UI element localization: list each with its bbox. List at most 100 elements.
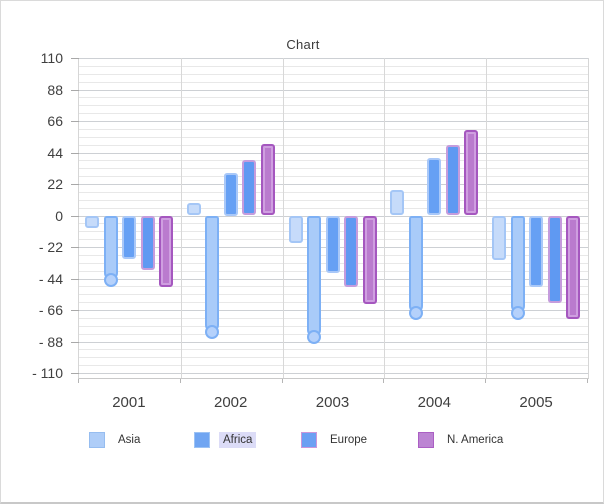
legend-swatch	[89, 432, 105, 448]
major-gridline	[79, 58, 588, 59]
minor-gridline	[79, 160, 588, 162]
minor-gridline	[79, 325, 588, 327]
category-gridline	[180, 58, 182, 378]
y-axis-label: 0	[55, 207, 63, 224]
legend-item-asia[interactable]: Asia	[89, 431, 144, 449]
y-axis-tick	[71, 152, 79, 154]
rounded-bar-end-cap[interactable]	[307, 330, 322, 345]
y-axis-label: 66	[47, 113, 63, 129]
bar-Africa-2003[interactable]	[325, 215, 340, 273]
minor-gridline	[79, 97, 588, 99]
legend-label: N. America	[447, 434, 504, 446]
bar-Asia-2002[interactable]	[186, 202, 201, 216]
bar-N. America-2001[interactable]	[159, 215, 173, 288]
chart-title: Chart	[286, 37, 320, 52]
minor-gridline	[79, 168, 588, 170]
minor-gridline	[79, 286, 588, 288]
x-axis-label-2003: 2003	[315, 394, 350, 411]
x-axis-label-2005: 2005	[519, 394, 553, 411]
bar-Africa-2001[interactable]	[122, 215, 136, 259]
bar-Africa-2002[interactable]	[223, 172, 238, 216]
x-axis-tick	[78, 379, 79, 383]
major-gridline	[79, 152, 588, 154]
bar-Asia-2001[interactable]	[85, 215, 99, 229]
x-axis-tick	[179, 379, 181, 383]
bar-Africa-2004[interactable]	[427, 158, 442, 216]
bar-series1-2003[interactable]	[307, 215, 322, 338]
legend-item-africa[interactable]: Africa	[194, 431, 257, 449]
minor-gridline	[79, 357, 588, 359]
y-axis-label: - 88	[38, 333, 63, 350]
legend-swatch	[301, 432, 317, 448]
minor-gridline	[79, 199, 588, 201]
bar-Europe-2004[interactable]	[445, 145, 460, 216]
bar-N. America-2004[interactable]	[464, 129, 479, 216]
x-axis-label-2002: 2002	[214, 394, 248, 411]
bar-Europe-2003[interactable]	[344, 215, 359, 288]
x-axis-label-2001: 2001	[112, 394, 146, 411]
major-gridline	[79, 341, 588, 343]
bar-N. America-2003[interactable]	[362, 215, 377, 305]
minor-gridline	[79, 144, 588, 146]
minor-gridline	[79, 81, 588, 83]
bar-N. America-2002[interactable]	[260, 143, 275, 216]
x-axis-tick	[587, 379, 588, 383]
x-axis-tick	[485, 379, 487, 383]
minor-gridline	[79, 73, 588, 75]
bar-Europe-2002[interactable]	[242, 159, 257, 216]
bar-Asia-2005[interactable]	[492, 215, 507, 260]
y-axis-tick	[71, 89, 79, 91]
bar-Europe-2001[interactable]	[140, 215, 155, 270]
rounded-bar-end-cap[interactable]	[103, 272, 118, 287]
legend-label: Europe	[330, 434, 368, 446]
minor-gridline	[79, 191, 588, 193]
major-gridline	[79, 121, 588, 122]
bar-Africa-2005[interactable]	[529, 215, 544, 288]
major-gridline	[79, 278, 588, 280]
minor-gridline	[79, 65, 588, 67]
rounded-bar-end-cap[interactable]	[205, 324, 220, 339]
minor-gridline	[79, 294, 588, 296]
legend-item-n-america[interactable]: N. America	[418, 431, 507, 449]
bar-series1-2005[interactable]	[510, 215, 525, 313]
minor-gridline	[79, 176, 588, 178]
bar-Asia-2004[interactable]	[390, 189, 405, 216]
y-axis-tick	[71, 121, 79, 122]
minor-gridline	[79, 349, 588, 351]
bar-series1-2002[interactable]	[205, 215, 220, 332]
rounded-bar-end-cap[interactable]	[510, 305, 525, 320]
y-axis-tick	[71, 310, 79, 311]
minor-gridline	[79, 128, 588, 130]
bar-N. America-2005[interactable]	[566, 215, 581, 319]
legend-item-europe[interactable]: Europe	[301, 431, 371, 449]
x-axis-tick	[383, 379, 385, 383]
bar-Asia-2003[interactable]	[288, 215, 303, 243]
legend-swatch	[418, 432, 434, 448]
minor-gridline	[79, 207, 588, 209]
y-axis-tick	[71, 58, 79, 59]
major-gridline	[79, 184, 588, 185]
plot-area	[78, 58, 589, 379]
y-axis-label: - 44	[38, 270, 63, 287]
x-axis-tick	[281, 379, 283, 383]
rounded-bar-end-cap[interactable]	[408, 305, 423, 320]
y-axis-label: - 66	[38, 302, 63, 318]
bar-Europe-2005[interactable]	[547, 215, 562, 303]
category-gridline	[384, 58, 386, 378]
minor-gridline	[79, 333, 588, 335]
y-axis-tick	[71, 341, 79, 343]
minor-gridline	[79, 317, 588, 319]
y-axis-tick	[71, 373, 79, 374]
y-axis-tick	[71, 247, 79, 248]
bar-series1-2001[interactable]	[103, 215, 118, 280]
minor-gridline	[79, 365, 588, 367]
y-axis-label: 88	[47, 81, 63, 98]
y-axis-tick	[71, 215, 79, 217]
y-axis-tick	[71, 278, 79, 280]
y-axis-label: 110	[40, 50, 63, 66]
y-axis-tick	[71, 184, 79, 185]
y-axis-label: - 110	[32, 365, 63, 381]
legend-label: Asia	[118, 434, 141, 446]
bar-series1-2004[interactable]	[408, 215, 423, 313]
